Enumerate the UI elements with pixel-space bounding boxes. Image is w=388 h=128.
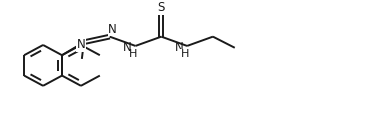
Text: S: S [158, 1, 165, 14]
Text: N: N [175, 41, 184, 54]
Text: N: N [76, 39, 85, 51]
Text: H: H [129, 49, 138, 59]
Text: H: H [181, 49, 189, 59]
Text: N: N [123, 41, 132, 54]
Text: N: N [108, 23, 117, 36]
